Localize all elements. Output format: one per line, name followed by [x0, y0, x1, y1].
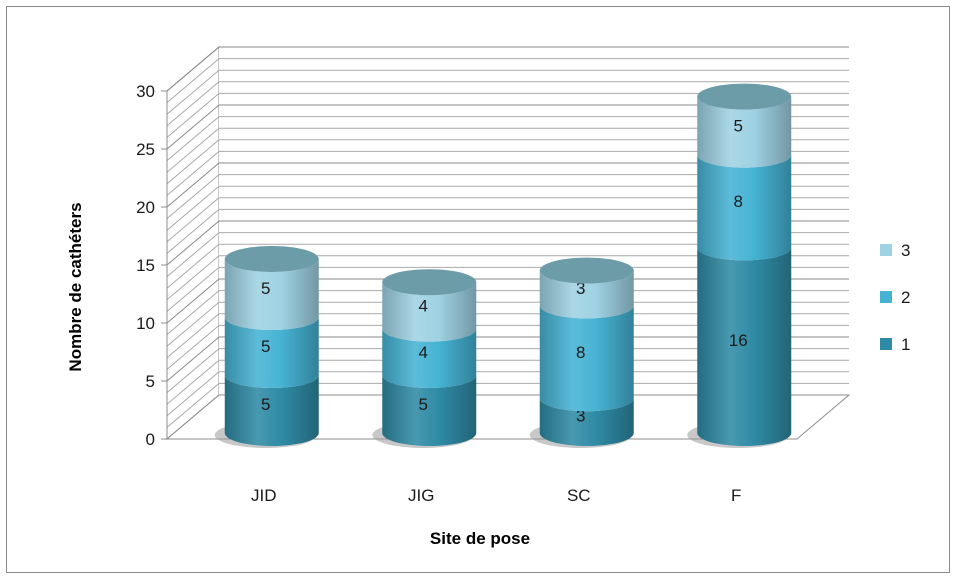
y-tick-label: 5 — [146, 372, 155, 391]
data-label-sc-2: 8 — [576, 343, 585, 362]
gridline — [166, 243, 849, 289]
gridline — [166, 348, 849, 393]
y-axis-title: Nombre de cathéters — [66, 202, 85, 371]
data-label-jig-3: 4 — [419, 296, 428, 315]
bar-segment-sc-2 — [539, 305, 634, 412]
data-label-jid-1: 5 — [261, 395, 270, 414]
bar-top-cap — [539, 257, 634, 284]
legend-label-1: 1 — [901, 335, 910, 354]
y-tick-label: 20 — [136, 198, 155, 217]
gridline — [166, 127, 849, 173]
x-axis-title: Site de pose — [430, 529, 530, 548]
bar-stack-jig: 5 4 4 — [372, 269, 477, 448]
legend-swatch-1 — [880, 338, 892, 350]
gridline — [166, 81, 849, 127]
gridline — [166, 174, 849, 219]
data-label-f-1: 16 — [729, 331, 748, 350]
gridline — [166, 46, 849, 92]
x-axis-ticks: JID JIG SC F — [251, 486, 741, 505]
bar-segment-f-3 — [697, 96, 792, 168]
x-tick-label-sc: SC — [567, 486, 591, 505]
y-tick-label: 15 — [136, 256, 155, 275]
bar-segment-sc-3 — [539, 270, 634, 319]
gridline — [166, 139, 849, 185]
gridline — [166, 232, 849, 277]
gridline — [166, 208, 849, 254]
y-tick-label: 25 — [136, 140, 155, 159]
x-tick-label-jid: JID — [251, 486, 277, 505]
gridline — [166, 162, 849, 208]
gridline — [166, 290, 849, 335]
data-label-jig-1: 5 — [419, 395, 428, 414]
bar-stack-jid: 5 5 5 — [214, 246, 319, 448]
bar-top-cap — [697, 83, 792, 110]
bar-segment-sc-1 — [539, 398, 634, 447]
legend-swatch-3 — [880, 244, 892, 256]
gridline — [166, 336, 849, 382]
data-label-jid-2: 5 — [261, 337, 270, 356]
data-label-sc-3: 3 — [576, 279, 585, 298]
data-label-jid-3: 5 — [261, 279, 270, 298]
data-label-f-3: 5 — [734, 117, 743, 136]
gridline — [166, 69, 849, 115]
gridline — [166, 150, 849, 196]
bar-segment-jig-3 — [382, 282, 477, 342]
y-tick-label: 0 — [146, 430, 155, 449]
gridline — [166, 359, 849, 405]
legend-label-2: 2 — [901, 288, 910, 307]
x-tick-label-jig: JIG — [408, 486, 434, 505]
gridline — [166, 255, 849, 301]
gridline — [166, 185, 849, 231]
legend: 3 2 1 — [880, 241, 910, 354]
y-tick-label: 10 — [136, 314, 155, 333]
gridline — [166, 92, 849, 138]
gridline — [166, 58, 849, 103]
chart-gridlines — [166, 46, 849, 440]
gridline — [166, 116, 849, 161]
gridline — [166, 313, 849, 359]
data-label-jig-2: 4 — [419, 343, 428, 362]
gridline — [166, 220, 849, 266]
gridline — [166, 197, 849, 243]
bar-segment-f-2 — [697, 154, 792, 261]
gridline — [166, 324, 849, 370]
bar-segment-jid-1 — [224, 375, 319, 447]
gridline — [166, 278, 849, 324]
x-tick-label-f: F — [731, 486, 741, 505]
gridline — [166, 371, 849, 417]
y-axis-ticks: 0 5 10 15 20 25 30 — [136, 82, 168, 449]
bar-segment-jig-1 — [382, 375, 477, 447]
legend-swatch-2 — [880, 291, 892, 303]
legend-label-3: 3 — [901, 241, 910, 260]
bar-top-cap — [224, 246, 319, 272]
data-label-f-2: 8 — [734, 192, 743, 211]
bar-segment-f-1 — [697, 247, 792, 447]
bar-segment-jid-3 — [224, 259, 319, 331]
bar-segment-jid-2 — [224, 317, 319, 388]
chart-frame: 0 5 10 15 20 25 30 5 5 5 5 4 4 3 8 3 16 8 5 JID JIG SC F Nom… — [6, 6, 950, 573]
data-label-sc-1: 3 — [576, 407, 585, 426]
bar-top-cap — [382, 269, 477, 296]
bar-segment-jig-2 — [382, 328, 477, 388]
gridline — [166, 301, 849, 347]
y-tick-label: 30 — [136, 82, 155, 101]
bar-stack-sc: 3 8 3 — [529, 257, 634, 448]
gridline — [166, 266, 849, 312]
gridline — [166, 104, 849, 150]
gridline — [166, 382, 849, 428]
